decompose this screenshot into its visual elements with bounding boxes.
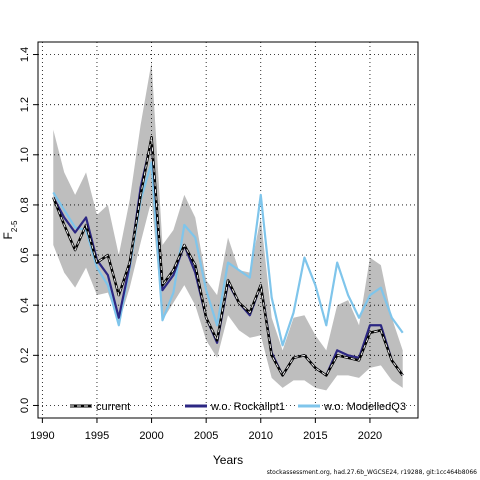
y-tick-label: 0.8	[19, 197, 31, 212]
y-tick-label: 1.2	[19, 97, 31, 112]
legend-label: w.o. Rockallpt1	[210, 401, 285, 413]
x-axis-title: Years	[213, 453, 243, 467]
legend-label: current	[96, 401, 130, 413]
legend: current w.o. Rockallpt1 w.o. ModelledQ3	[70, 401, 406, 413]
y-axis-title: F2-5	[1, 220, 19, 239]
x-tick-label: 2010	[249, 430, 273, 442]
x-tick-label: 2020	[358, 430, 382, 442]
y-tick-label: 0.0	[19, 398, 31, 413]
plot-frame	[37, 41, 419, 419]
y-tick-label: 0.6	[19, 247, 31, 262]
confidence-band	[53, 62, 403, 391]
y-tick-label: 1.4	[19, 47, 31, 62]
footer-credit: stockassessment.org, had.27.6b_WGCSE24, …	[266, 469, 477, 476]
y-axis-title-main: F	[1, 232, 15, 239]
legend-label: w.o. ModelledQ3	[323, 401, 406, 413]
series-line-current-dash	[52, 137, 404, 377]
y-tick-label: 0.2	[19, 348, 31, 363]
x-tick-label: 2015	[303, 430, 327, 442]
series-line-wo-modelledq3	[52, 161, 404, 347]
x-tick-label: 1990	[30, 430, 54, 442]
x-tick-label: 1995	[85, 430, 109, 442]
x-tick-label: 2005	[194, 430, 218, 442]
y-axis-title-subscript: 2-5	[10, 220, 19, 232]
series-layer	[52, 136, 404, 377]
grid-layer	[38, 42, 418, 418]
x-tick-label: 2000	[139, 430, 163, 442]
confidence-band-layer	[53, 62, 403, 391]
y-tick-label: 0.4	[19, 298, 31, 313]
y-tick-label: 1.0	[19, 147, 31, 162]
axes-layer: 1990 1995 2000 2005 2010 2015 2020 0.0 0.2 0.4 0.6…	[19, 47, 382, 442]
